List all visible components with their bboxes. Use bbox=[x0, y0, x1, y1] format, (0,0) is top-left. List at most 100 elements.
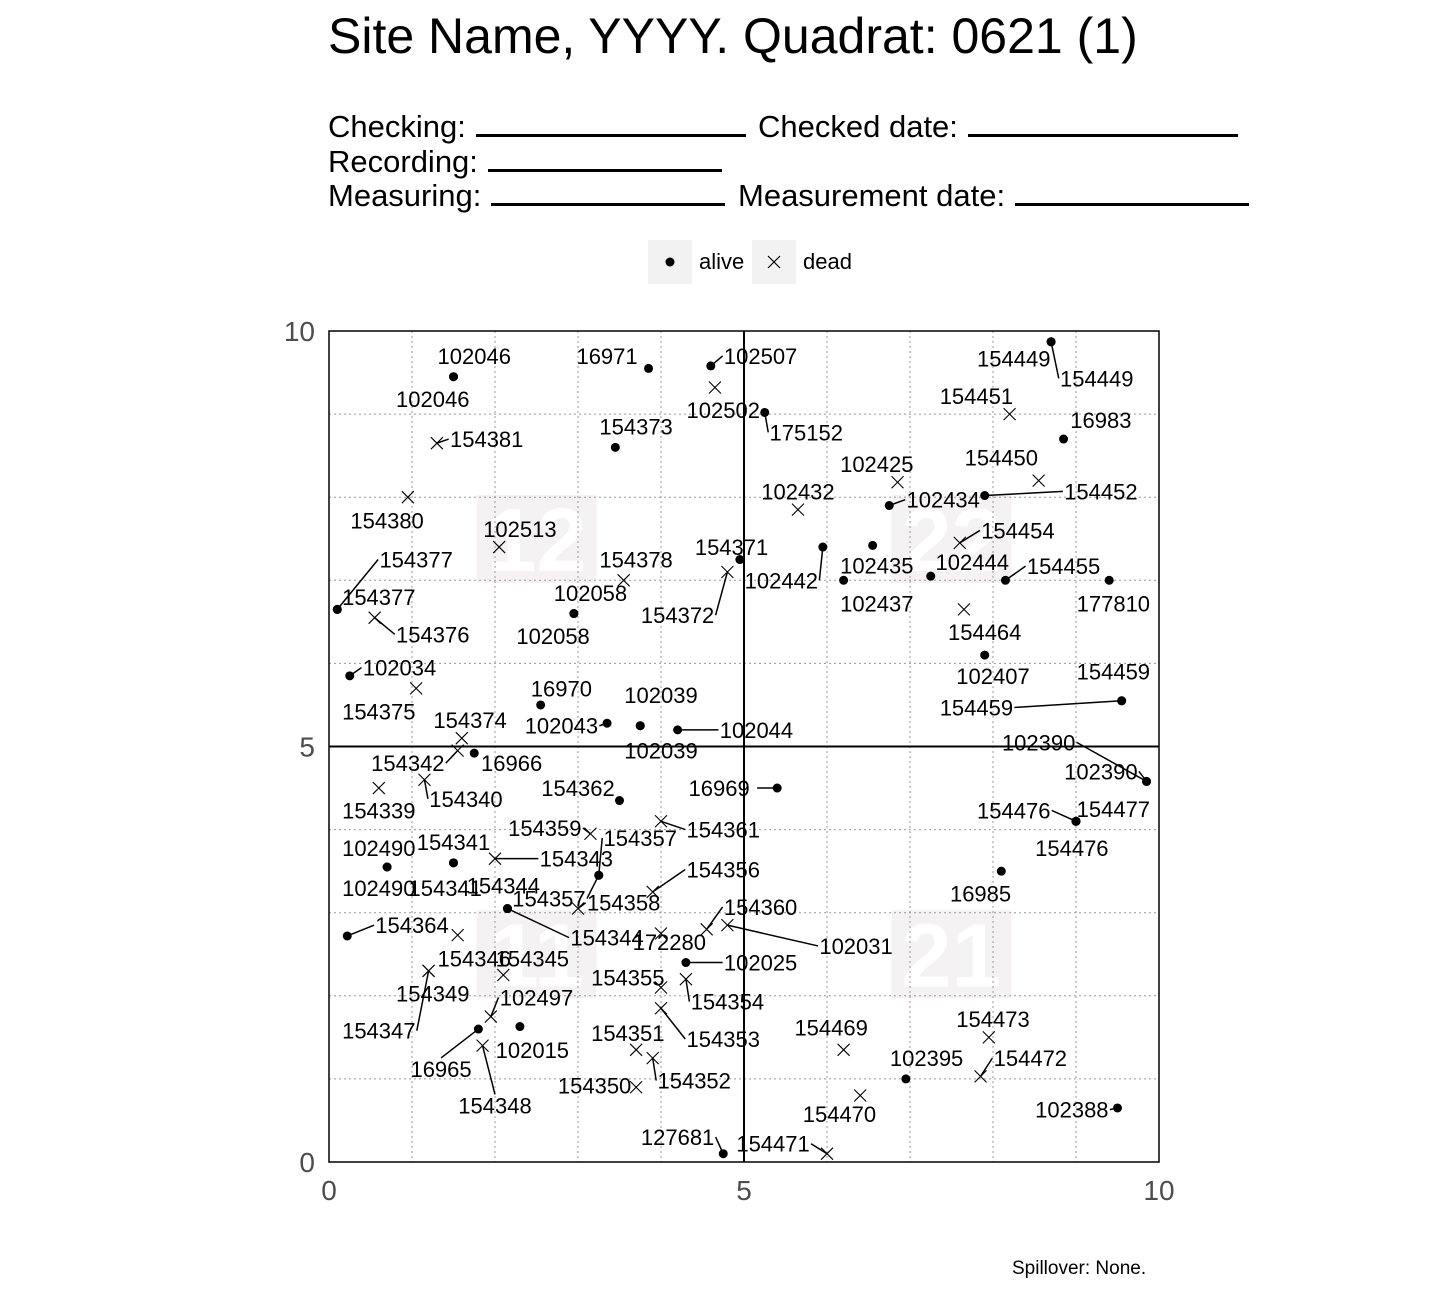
tree-tag-label: 16966 bbox=[481, 751, 542, 776]
tree-tag-label: 102388 bbox=[1035, 1098, 1108, 1123]
tree-tag-label: 154377 bbox=[379, 548, 452, 573]
tree-tag-label: 154459 bbox=[1077, 660, 1150, 685]
checked-date-blank[interactable] bbox=[967, 108, 1238, 137]
label-leader-line bbox=[1076, 741, 1147, 783]
tree-tag-label: 102497 bbox=[500, 985, 573, 1010]
dead-tree-marker bbox=[974, 1070, 987, 1083]
alive-tree-marker bbox=[772, 783, 782, 793]
label-leader-line bbox=[1050, 341, 1060, 379]
alive-tree-marker bbox=[673, 725, 683, 735]
checked-date-label: Checked date: bbox=[758, 109, 958, 144]
label-leader-line bbox=[685, 979, 691, 1002]
alive-tree-marker bbox=[536, 700, 546, 710]
tree-tag-label: 154364 bbox=[375, 913, 448, 938]
alive-tree-marker bbox=[718, 1149, 728, 1159]
alive-tree-marker bbox=[345, 671, 355, 681]
dead-tree-marker bbox=[837, 1043, 850, 1057]
dead-tree-marker bbox=[476, 1039, 489, 1053]
alive-tree-marker bbox=[980, 491, 990, 501]
label-leader-line bbox=[598, 837, 603, 876]
tree-tag-label: 172280 bbox=[633, 930, 706, 955]
dead-tree-marker bbox=[418, 773, 431, 787]
tree-tag-label: 154351 bbox=[591, 1021, 664, 1046]
alive-tree-marker bbox=[901, 1074, 911, 1084]
tree-tag-label: 154339 bbox=[342, 798, 415, 823]
alive-tree-marker bbox=[1142, 776, 1152, 786]
tree-tag-label: 154373 bbox=[599, 415, 672, 440]
alive-tree-marker bbox=[1113, 1103, 1122, 1113]
tree-tag-label: 16971 bbox=[576, 344, 637, 369]
label-leader-line bbox=[984, 490, 1063, 497]
alive-tree-marker bbox=[735, 555, 745, 565]
dead-tree-marker bbox=[982, 1030, 996, 1044]
tree-tag-label: 154376 bbox=[396, 622, 469, 647]
alive-tree-marker bbox=[681, 958, 691, 968]
legend-dead-label: dead bbox=[803, 249, 852, 274]
tree-tag-label: 154377 bbox=[342, 585, 415, 610]
tree-tag-label: 154352 bbox=[657, 1069, 730, 1094]
dead-tree-marker bbox=[451, 744, 465, 758]
subquadrat-label-bg bbox=[891, 494, 1012, 583]
dead-tree-marker bbox=[853, 1089, 867, 1102]
dead-tree-marker bbox=[654, 1001, 668, 1015]
tree-tag-label: 154452 bbox=[1064, 479, 1137, 504]
tree-tag-label: 102395 bbox=[890, 1046, 963, 1071]
dead-tree-marker bbox=[820, 1147, 834, 1161]
tree-tag-label: 154380 bbox=[350, 508, 423, 533]
recording-label: Recording: bbox=[328, 144, 478, 179]
tree-tag-label: 16969 bbox=[689, 776, 750, 801]
tree-tag-label: 154450 bbox=[965, 445, 1038, 470]
alive-tree-marker bbox=[818, 542, 828, 552]
tree-tag-label: 154476 bbox=[1035, 836, 1108, 861]
tree-tag-label: 154472 bbox=[994, 1046, 1067, 1071]
tree-tag-label: 154345 bbox=[496, 946, 569, 971]
measurement-date-blank[interactable] bbox=[1015, 177, 1250, 206]
tree-tag-label: 154374 bbox=[433, 708, 506, 733]
tree-tag-label: 16965 bbox=[410, 1057, 471, 1082]
label-leader-line bbox=[423, 779, 429, 799]
measuring-field: Measuring: bbox=[328, 177, 726, 213]
tree-tag-label: 127681 bbox=[641, 1125, 714, 1150]
tree-tag-label: 102031 bbox=[819, 934, 892, 959]
tree-tag-label: 102046 bbox=[438, 344, 511, 369]
alive-tree-marker bbox=[868, 540, 878, 550]
alive-tree-marker bbox=[1071, 816, 1081, 826]
plot-border bbox=[328, 330, 1160, 1163]
tree-tag-label: 102043 bbox=[525, 714, 598, 739]
tree-tag-label: 154357 bbox=[512, 887, 585, 912]
tree-tag-label: 154476 bbox=[977, 798, 1050, 823]
label-leader-line bbox=[651, 1058, 657, 1081]
dead-tree-marker bbox=[584, 827, 597, 841]
checking-blank[interactable] bbox=[475, 108, 746, 137]
legend-dead-key bbox=[752, 240, 796, 284]
dead-tree-marker bbox=[1003, 407, 1016, 421]
dead-tree-marker bbox=[629, 1080, 643, 1094]
tree-tag-label: 177810 bbox=[1077, 592, 1150, 617]
measurement-date-label: Measurement date: bbox=[738, 178, 1006, 213]
dead-tree-marker bbox=[891, 475, 904, 489]
alive-tree-marker bbox=[332, 604, 342, 614]
dead-tree-marker bbox=[721, 565, 734, 579]
alive-tree-marker bbox=[602, 718, 612, 728]
alive-tree-marker bbox=[610, 442, 620, 452]
tree-tag-label: 154344 bbox=[570, 926, 643, 951]
measuring-blank[interactable] bbox=[491, 177, 726, 206]
alive-tree-marker bbox=[706, 361, 716, 371]
alive-tree-marker bbox=[1046, 337, 1056, 347]
alive-tree-marker bbox=[1104, 575, 1114, 585]
recording-blank[interactable] bbox=[487, 143, 722, 172]
alive-tree-marker bbox=[515, 1022, 525, 1032]
label-leader-line bbox=[436, 438, 449, 444]
tree-tag-label: 102058 bbox=[554, 581, 627, 606]
tree-tag-label: 102058 bbox=[516, 624, 589, 649]
checked-date-field: Checked date: bbox=[758, 108, 1238, 144]
alive-tree-marker bbox=[644, 363, 654, 373]
tree-tag-label: 154358 bbox=[587, 891, 660, 916]
subquadrat-label: 12 bbox=[486, 491, 586, 591]
dead-tree-marker bbox=[721, 918, 734, 932]
tree-tag-label: 154449 bbox=[1060, 366, 1133, 391]
tree-tag-label: 102407 bbox=[956, 664, 1029, 689]
label-leader-line bbox=[346, 924, 375, 937]
tree-tag-label: 102390 bbox=[1064, 759, 1137, 784]
